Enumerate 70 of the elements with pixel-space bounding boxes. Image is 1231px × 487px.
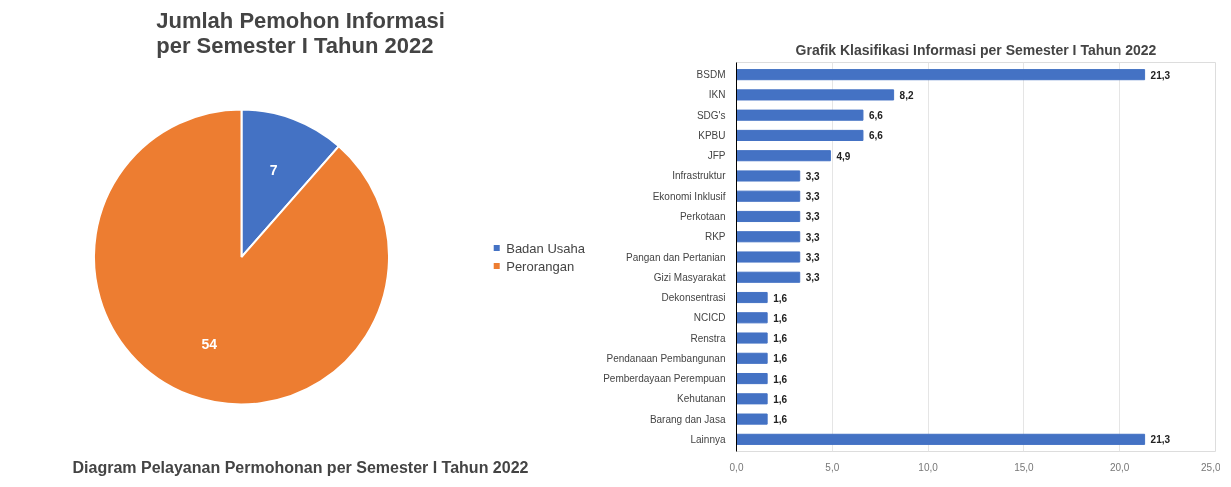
bar xyxy=(736,150,831,162)
y-tick-label: SDG's xyxy=(696,109,726,121)
data-label: 1,6 xyxy=(773,414,788,426)
y-tick-label: Lainnya xyxy=(690,433,726,445)
data-label: 3,3 xyxy=(805,170,821,182)
bar xyxy=(736,190,801,202)
data-label: 4,9 xyxy=(836,150,851,162)
y-tick-label: RKP xyxy=(704,231,726,243)
data-label: 1,6 xyxy=(773,312,788,324)
y-tick-label: Pangan dan Pertanian xyxy=(625,251,726,263)
data-label: 1,6 xyxy=(773,373,788,385)
data-label: 1,6 xyxy=(773,393,788,405)
x-tick-label: 25,0 xyxy=(1201,461,1221,473)
bar xyxy=(736,170,801,182)
bar xyxy=(736,393,768,405)
data-label: 8,2 xyxy=(899,89,914,101)
bar xyxy=(736,69,1146,81)
y-tick-label: NCICD xyxy=(693,312,726,324)
chart-title: Jumlah Pemohon Informasi per Semester I Tahun 2022 xyxy=(156,7,445,58)
data-label: 54 xyxy=(201,335,218,352)
data-label: 3,3 xyxy=(805,191,821,203)
data-label: 3,3 xyxy=(805,231,821,243)
x-tick-label: 20,0 xyxy=(1109,461,1130,473)
text: Diagram Pelayanan Permohonan per Semester I Tahun 2022 xyxy=(72,458,529,476)
bar xyxy=(736,89,895,101)
x-tick-label: 10,0 xyxy=(918,461,939,473)
x-tick-label: 15,0 xyxy=(1014,461,1035,473)
data-label: 3,3 xyxy=(805,252,821,263)
bar xyxy=(736,433,1146,445)
bar xyxy=(736,291,768,304)
data-label: 21,3 xyxy=(1150,69,1171,81)
chart-title: Grafik Klasifikasi Informasi per Semester I Tahun 2022 xyxy=(795,41,1157,58)
bar xyxy=(736,231,801,243)
bar xyxy=(736,312,768,324)
legend-label: Badan Usaha xyxy=(506,240,585,255)
y-tick-label: Renstra xyxy=(690,332,726,344)
legend-label: Perorangan xyxy=(506,258,575,273)
y-tick-label: Dekonsentrasi xyxy=(661,292,726,304)
data-label: 3,3 xyxy=(805,211,821,223)
y-tick-label: Pendanaan Pembangunan xyxy=(606,352,726,364)
bar xyxy=(736,413,768,425)
y-tick-label: Perkotaan xyxy=(679,210,726,222)
data-label: 1,6 xyxy=(773,333,788,345)
data-label: 1,6 xyxy=(773,353,788,365)
y-tick-label: Kehutanan xyxy=(677,393,726,405)
data-label: 6,6 xyxy=(868,110,884,122)
bar xyxy=(736,210,801,223)
data-label: 21,3 xyxy=(1150,434,1171,446)
y-tick-label: Ekonomi Inklusif xyxy=(652,190,726,202)
data-label: 3,3 xyxy=(805,272,821,284)
bar xyxy=(736,373,768,385)
y-tick-label: Gizi Masyarakat xyxy=(653,271,726,283)
bar xyxy=(736,251,801,263)
y-tick-label: IKN xyxy=(708,89,726,101)
y-tick-label: BSDM xyxy=(696,69,726,81)
data-label: 6,6 xyxy=(868,130,884,142)
bar xyxy=(736,332,768,344)
data-label: 7 xyxy=(269,162,278,179)
y-tick-label: Infrastruktur xyxy=(672,170,727,182)
bar xyxy=(736,129,864,141)
x-tick-label: 0,0 xyxy=(729,461,744,473)
y-tick-label: JFP xyxy=(707,150,726,162)
x-tick-label: 5,0 xyxy=(825,461,840,473)
y-tick-label: Barang dan Jasa xyxy=(649,413,726,425)
bar xyxy=(736,352,768,364)
bar xyxy=(736,109,864,121)
y-tick-label: KPBU xyxy=(698,129,726,141)
y-tick-label: Pemberdayaan Perempuan xyxy=(603,373,726,385)
bar xyxy=(736,271,801,283)
data-label: 1,6 xyxy=(773,292,788,304)
